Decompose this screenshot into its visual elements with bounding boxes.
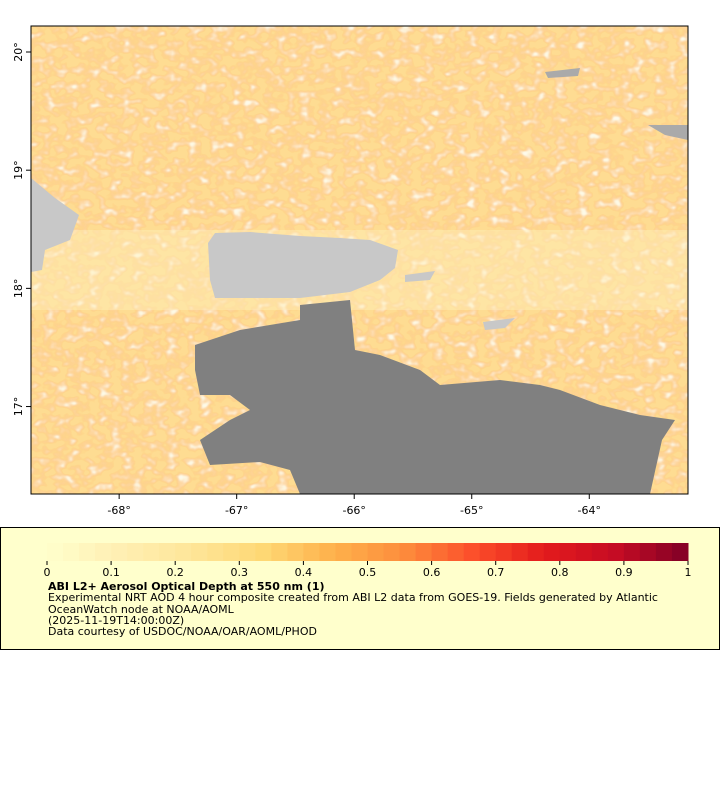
colorbar-step bbox=[639, 543, 657, 561]
colorbar-step bbox=[271, 543, 288, 561]
colorbar-step bbox=[111, 543, 128, 561]
colorbar-step bbox=[207, 543, 224, 561]
colorbar-step bbox=[607, 543, 625, 561]
colorbar-step bbox=[431, 543, 449, 561]
colorbar-tick-label: 1 bbox=[685, 566, 692, 579]
colorbar-step bbox=[95, 543, 112, 561]
colorbar-tick-label: 0.6 bbox=[423, 566, 441, 579]
colorbar-step bbox=[527, 543, 545, 561]
land-island bbox=[545, 68, 580, 78]
colorbar-step bbox=[591, 543, 609, 561]
colorbar-step bbox=[47, 543, 64, 561]
legend-description: OceanWatch node at NOAA/AOML bbox=[48, 603, 235, 616]
land-hispaniola bbox=[31, 178, 79, 272]
colorbar-step bbox=[495, 543, 513, 561]
colorbar-step bbox=[63, 543, 80, 561]
colorbar-step bbox=[415, 543, 433, 561]
y-tick-label: 20° bbox=[12, 42, 25, 62]
colorbar-step bbox=[255, 543, 272, 561]
y-tick-label: 17° bbox=[12, 397, 25, 417]
colorbar-step bbox=[303, 543, 320, 561]
colorbar-tick-label: 0.2 bbox=[166, 566, 184, 579]
colorbar-step bbox=[367, 543, 385, 561]
colorbar-step bbox=[447, 543, 465, 561]
colorbar-step bbox=[143, 543, 160, 561]
colorbar-step bbox=[239, 543, 256, 561]
land-island bbox=[483, 318, 515, 330]
colorbar-step bbox=[79, 543, 96, 561]
colorbar-tick-label: 0.5 bbox=[359, 566, 377, 579]
legend-title: ABI L2+ Aerosol Optical Depth at 550 nm … bbox=[48, 580, 325, 593]
y-tick-label: 19° bbox=[12, 160, 25, 180]
x-tick-label: -68° bbox=[107, 504, 130, 517]
colorbar-tick-label: 0 bbox=[44, 566, 51, 579]
legend-description: (2025-11-19T14:00:00Z) bbox=[48, 614, 184, 627]
colorbar-step bbox=[175, 543, 192, 561]
no-data-region bbox=[195, 300, 675, 494]
colorbar-step bbox=[383, 543, 401, 561]
x-tick-label: -64° bbox=[578, 504, 601, 517]
colorbar-step bbox=[463, 543, 481, 561]
colorbar-step bbox=[575, 543, 593, 561]
colorbar-step bbox=[159, 543, 176, 561]
colorbar-step bbox=[191, 543, 208, 561]
colorbar-tick-label: 0.4 bbox=[295, 566, 313, 579]
colorbar-step bbox=[399, 543, 417, 561]
map-frame bbox=[30, 25, 689, 495]
colorbar-tick-label: 0.8 bbox=[551, 566, 569, 579]
x-tick-label: -65° bbox=[460, 504, 483, 517]
colorbar-step bbox=[559, 543, 577, 561]
land-island bbox=[405, 271, 435, 282]
land-island bbox=[648, 125, 688, 140]
map-field bbox=[31, 26, 688, 494]
y-tick-label: 18° bbox=[12, 279, 25, 299]
colorbar-step bbox=[511, 543, 529, 561]
colorbar-step bbox=[623, 543, 641, 561]
colorbar-step bbox=[335, 543, 352, 561]
x-tick-label: -67° bbox=[225, 504, 248, 517]
colorbar-tick-label: 0.3 bbox=[231, 566, 249, 579]
legend-description: Data courtesy of USDOC/NOAA/OAR/AOML/PHO… bbox=[48, 625, 317, 638]
colorbar-step bbox=[287, 543, 304, 561]
x-tick-label: -66° bbox=[342, 504, 365, 517]
colorbar-tick-label: 0.9 bbox=[615, 566, 633, 579]
colorbar-tick-label: 0.7 bbox=[487, 566, 505, 579]
colorbar-step bbox=[671, 543, 689, 561]
land-puerto-rico bbox=[208, 232, 398, 298]
colorbar-step bbox=[351, 543, 368, 561]
colorbar-tick-label: 0.1 bbox=[102, 566, 120, 579]
legend-description: Experimental NRT AOD 4 hour composite cr… bbox=[48, 591, 658, 604]
colorbar-step bbox=[479, 543, 497, 561]
colorbar-step bbox=[655, 543, 673, 561]
colorbar-step bbox=[127, 543, 144, 561]
colorbar-step bbox=[543, 543, 561, 561]
colorbar-step bbox=[223, 543, 240, 561]
colorbar-step bbox=[319, 543, 336, 561]
